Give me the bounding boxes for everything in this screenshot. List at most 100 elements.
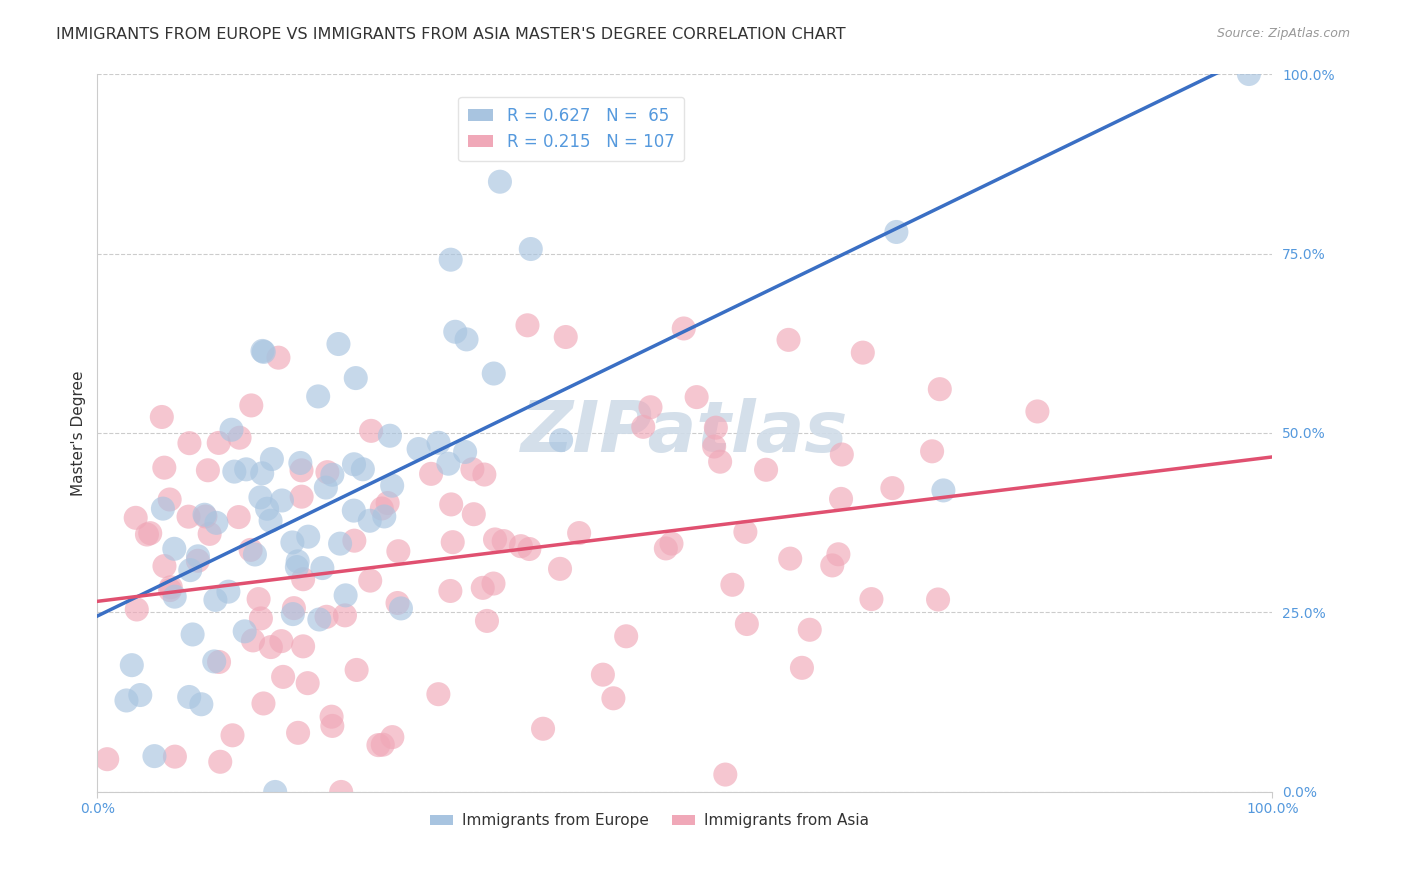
Immigrants from Asia (721, 578, 744, 592)
Immigrants from Europe (311, 561, 333, 575)
Immigrants from Asia (882, 481, 904, 495)
Immigrants from Asia (704, 420, 727, 434)
Immigrants from Asia (461, 462, 484, 476)
Immigrants from Asia (531, 722, 554, 736)
Immigrants from Europe (281, 535, 304, 549)
Immigrants from Asia (297, 676, 319, 690)
Immigrants from Europe (378, 429, 401, 443)
Immigrants from Asia (163, 749, 186, 764)
Immigrants from Europe (373, 509, 395, 524)
Immigrants from Asia (179, 436, 201, 450)
Immigrants from Asia (287, 726, 309, 740)
Immigrants from Asia (860, 592, 883, 607)
Immigrants from Europe (129, 688, 152, 702)
Immigrants from Asia (633, 420, 655, 434)
Immigrants from Asia (685, 390, 707, 404)
Immigrants from Asia (177, 509, 200, 524)
Immigrants from Europe (271, 493, 294, 508)
Immigrants from Asia (821, 558, 844, 573)
Immigrants from Asia (463, 507, 485, 521)
Immigrants from Asia (315, 609, 337, 624)
Immigrants from Europe (328, 337, 350, 351)
Immigrants from Europe (352, 462, 374, 476)
Immigrants from Asia (346, 663, 368, 677)
Immigrants from Europe (550, 433, 572, 447)
Immigrants from Europe (121, 658, 143, 673)
Immigrants from Europe (187, 549, 209, 564)
Immigrants from Asia (640, 401, 662, 415)
Immigrants from Asia (734, 524, 756, 539)
Immigrants from Europe (190, 698, 212, 712)
Immigrants from Asia (439, 584, 461, 599)
Immigrants from Asia (509, 539, 531, 553)
Immigrants from Asia (554, 330, 576, 344)
Immigrants from Asia (136, 527, 159, 541)
Immigrants from Asia (799, 623, 821, 637)
Immigrants from Asia (292, 640, 315, 654)
Immigrants from Europe (281, 607, 304, 621)
Immigrants from Asia (831, 448, 853, 462)
Immigrants from Asia (471, 581, 494, 595)
Immigrants from Asia (655, 541, 678, 556)
Immigrants from Asia (228, 510, 250, 524)
Immigrants from Europe (252, 343, 274, 358)
Immigrants from Asia (614, 629, 637, 643)
Immigrants from Asia (484, 533, 506, 547)
Immigrants from Asia (568, 526, 591, 541)
Immigrants from Asia (827, 547, 849, 561)
Immigrants from Asia (367, 738, 389, 752)
Immigrants from Europe (343, 457, 366, 471)
Immigrants from Asia (209, 755, 232, 769)
Immigrants from Europe (115, 693, 138, 707)
Immigrants from Asia (159, 583, 181, 598)
Immigrants from Europe (520, 242, 543, 256)
Immigrants from Asia (125, 602, 148, 616)
Immigrants from Europe (408, 442, 430, 456)
Immigrants from Asia (475, 614, 498, 628)
Immigrants from Europe (217, 584, 239, 599)
Immigrants from Asia (260, 640, 283, 654)
Immigrants from Europe (163, 590, 186, 604)
Immigrants from Asia (330, 785, 353, 799)
Immigrants from Europe (233, 624, 256, 639)
Immigrants from Europe (235, 462, 257, 476)
Immigrants from Asia (387, 596, 409, 610)
Immigrants from Europe (243, 548, 266, 562)
Immigrants from Europe (193, 508, 215, 522)
Immigrants from Asia (778, 333, 800, 347)
Immigrants from Asia (1026, 404, 1049, 418)
Immigrants from Europe (321, 467, 343, 482)
Immigrants from Europe (440, 252, 463, 267)
Immigrants from Asia (928, 382, 950, 396)
Immigrants from Asia (420, 467, 443, 481)
Immigrants from Europe (456, 332, 478, 346)
Immigrants from Asia (271, 670, 294, 684)
Legend: Immigrants from Europe, Immigrants from Asia: Immigrants from Europe, Immigrants from … (425, 807, 875, 835)
Immigrants from Asia (208, 655, 231, 669)
Immigrants from Asia (377, 496, 399, 510)
Immigrants from Asia (927, 592, 949, 607)
Immigrants from Europe (297, 530, 319, 544)
Text: ZIPatlas: ZIPatlas (522, 399, 849, 467)
Immigrants from Europe (389, 601, 412, 615)
Immigrants from Asia (343, 533, 366, 548)
Immigrants from Europe (143, 749, 166, 764)
Immigrants from Europe (359, 514, 381, 528)
Immigrants from Asia (427, 687, 450, 701)
Immigrants from Asia (321, 709, 343, 723)
Immigrants from Asia (371, 501, 394, 516)
Immigrants from Asia (333, 608, 356, 623)
Immigrants from Asia (441, 535, 464, 549)
Immigrants from Europe (204, 593, 226, 607)
Immigrants from Asia (250, 611, 273, 625)
Immigrants from Asia (291, 490, 314, 504)
Immigrants from Asia (516, 318, 538, 333)
Immigrants from Asia (208, 436, 231, 450)
Immigrants from Europe (381, 478, 404, 492)
Text: Source: ZipAtlas.com: Source: ZipAtlas.com (1216, 27, 1350, 40)
Immigrants from Asia (387, 544, 409, 558)
Immigrants from Europe (886, 225, 908, 239)
Immigrants from Asia (153, 559, 176, 574)
Immigrants from Asia (360, 424, 382, 438)
Immigrants from Asia (194, 509, 217, 524)
